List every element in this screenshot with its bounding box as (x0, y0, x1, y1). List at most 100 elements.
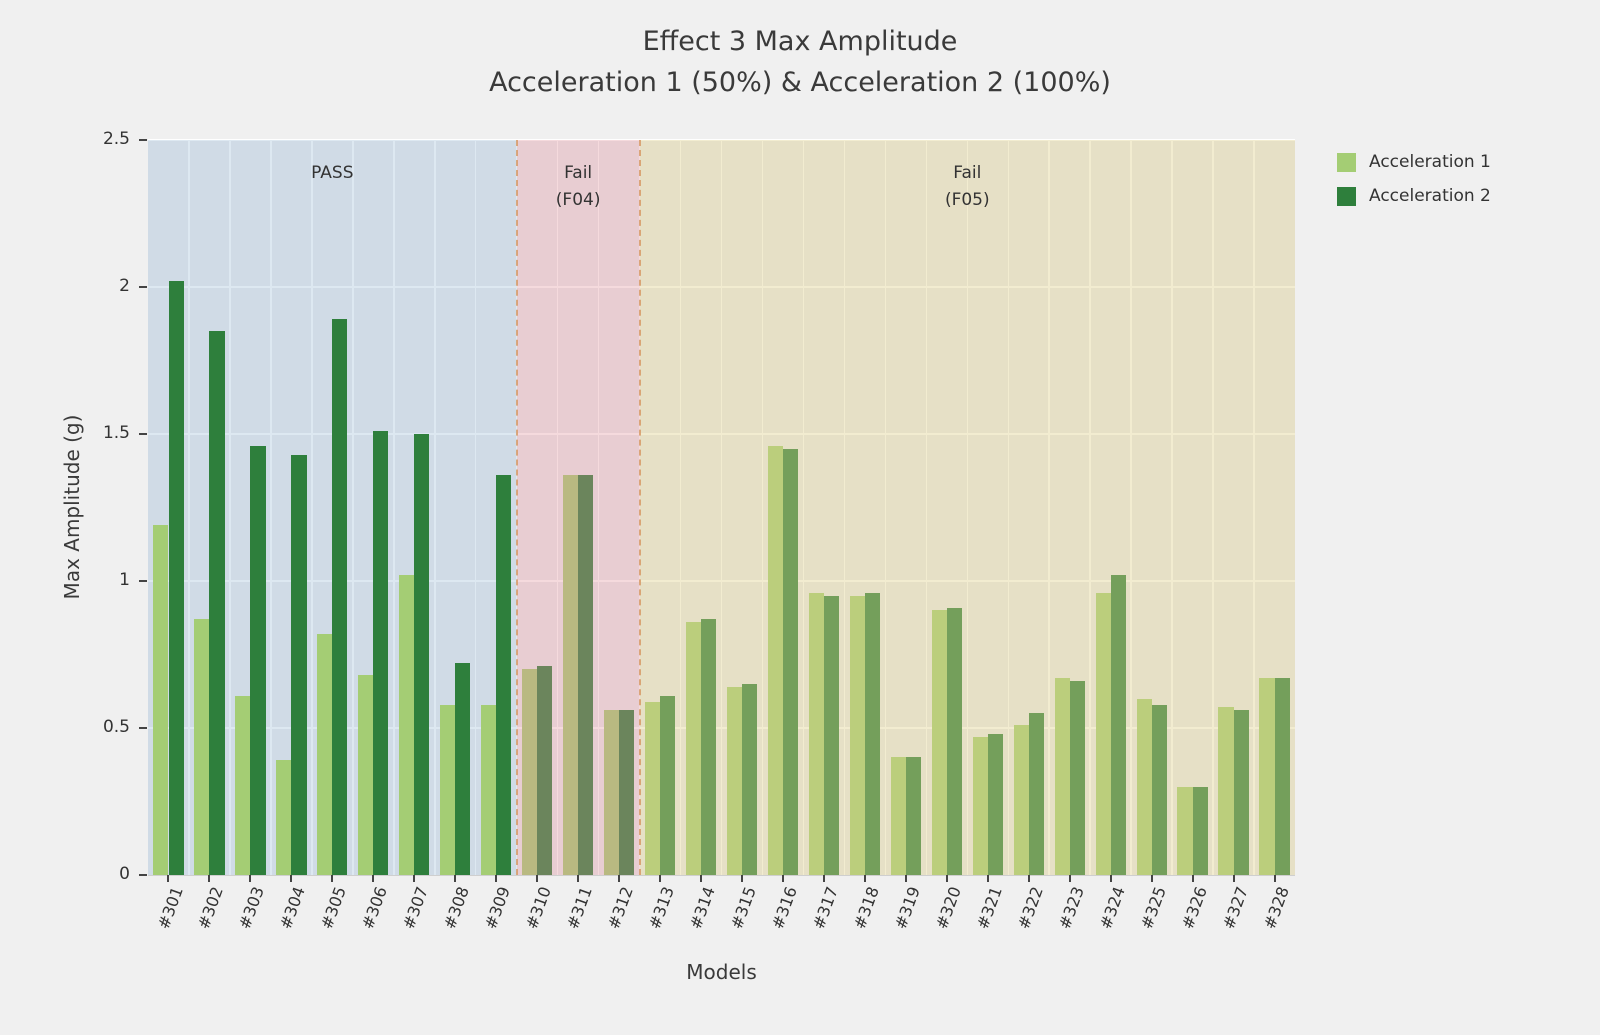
x-gridline (1212, 140, 1214, 875)
bar-accel2-315 (742, 683, 758, 875)
bar-accel2-318 (864, 592, 881, 875)
bar-accel1-322 (1013, 725, 1029, 875)
bar-accel1-304 (276, 760, 292, 875)
x-tick-mark (1068, 875, 1071, 882)
x-tick-mark (781, 875, 784, 882)
x-tick-mark (618, 875, 621, 882)
bar-accel2-310 (537, 666, 553, 875)
x-gridline (270, 140, 272, 875)
x-tick-label: #305 (317, 884, 351, 932)
x-tick-label: #317 (808, 884, 842, 932)
x-tick-mark (1150, 875, 1153, 882)
bar-accel2-305 (332, 319, 348, 875)
x-tick-label: #313 (645, 884, 678, 932)
bar-accel2-328 (1274, 678, 1290, 875)
bar-accel2-325 (1151, 704, 1167, 875)
bar-accel2-322 (1028, 713, 1044, 875)
x-tick-mark (249, 875, 252, 882)
legend-label-acceleration-2: Acceleration 2 (1369, 186, 1491, 206)
x-tick-mark (1232, 875, 1235, 882)
x-gridline (474, 140, 477, 875)
bar-accel2-304 (291, 454, 307, 875)
bar-accel2-312 (619, 710, 635, 875)
x-gridline (925, 140, 928, 875)
x-tick-label: #326 (1177, 884, 1211, 932)
y-tick-label: 0 (119, 864, 130, 884)
x-gridline (1089, 140, 1091, 875)
x-tick-mark (904, 875, 907, 882)
bar-accel1-312 (603, 710, 620, 875)
bar-accel1-318 (849, 595, 865, 875)
x-gridline (1171, 140, 1173, 875)
region-divider (515, 140, 518, 875)
x-tick-label: #328 (1259, 884, 1293, 932)
y-tick-label: 1 (119, 570, 130, 590)
x-tick-label: #302 (194, 884, 228, 932)
bar-accel1-308 (440, 704, 456, 875)
x-tick-label: #315 (726, 884, 760, 932)
x-tick-label: #324 (1095, 884, 1129, 932)
x-tick-label: #309 (481, 884, 515, 932)
x-gridline (761, 140, 764, 875)
region-divider (638, 140, 641, 875)
chart-title: Effect 3 Max Amplitude Acceleration 1 (5… (0, 22, 1600, 103)
y-tick-label: 2 (119, 276, 130, 296)
bar-accel2-324 (1110, 575, 1126, 875)
y-axis-label: Max Amplitude (g) (60, 414, 84, 600)
bar-accel1-326 (1177, 786, 1193, 875)
x-gridline (679, 140, 682, 875)
x-tick-label: #319 (890, 884, 924, 932)
bar-accel1-317 (808, 592, 824, 875)
x-tick-mark (167, 875, 170, 882)
bar-accel1-306 (358, 675, 374, 875)
x-tick-label: #312 (604, 884, 637, 932)
y-tick-label: 1.5 (102, 423, 130, 443)
x-gridline (966, 140, 969, 875)
bar-accel1-305 (317, 633, 333, 875)
bar-accel1-314 (685, 622, 702, 875)
x-tick-label: #323 (1054, 884, 1088, 932)
bar-accel2-309 (496, 475, 512, 875)
legend-item-acceleration-2: Acceleration 2 (1337, 186, 1491, 206)
x-tick-mark (1109, 875, 1112, 882)
x-gridline (1007, 140, 1009, 875)
x-tick-mark (740, 875, 743, 882)
y-tick-mark (139, 727, 147, 729)
bar-accel1-316 (767, 445, 783, 875)
x-tick-mark (454, 875, 457, 882)
x-gridline (1253, 140, 1255, 875)
x-gridline (843, 140, 846, 875)
x-gridline (393, 140, 395, 875)
x-tick-label: #304 (276, 884, 310, 932)
x-tick-label: #306 (358, 884, 392, 932)
x-gridline (720, 140, 723, 875)
x-gridline (229, 140, 231, 875)
plot-area: PASS Fail (F04) Fail (F05) (148, 139, 1295, 876)
bar-accel2-327 (1233, 710, 1249, 875)
x-tick-mark (536, 875, 539, 882)
x-tick-mark (208, 875, 211, 882)
x-tick-mark (700, 875, 703, 882)
x-gridline (802, 140, 805, 875)
bar-accel2-307 (414, 434, 430, 875)
x-tick-mark (331, 875, 334, 882)
bar-accel1-309 (481, 704, 497, 875)
region-label-1: Fail (F04) (555, 163, 601, 211)
x-tick-label: #321 (972, 884, 1006, 932)
x-tick-label: #307 (399, 884, 433, 932)
x-tick-label: #316 (767, 884, 801, 932)
x-tick-mark (290, 875, 293, 882)
y-tick-mark (139, 433, 147, 435)
bar-accel1-325 (1136, 698, 1152, 875)
bar-accel2-317 (823, 595, 840, 875)
bar-accel2-314 (701, 619, 717, 875)
bar-accel2-301 (168, 281, 184, 875)
bar-accel1-315 (726, 686, 742, 875)
x-gridline (556, 140, 559, 875)
x-gridline (884, 140, 887, 875)
legend-swatch-acceleration-2 (1337, 186, 1356, 206)
bar-accel1-321 (972, 736, 988, 875)
x-tick-label: #308 (440, 884, 474, 932)
y-tick-mark (139, 139, 147, 141)
x-tick-label: #310 (522, 884, 556, 932)
